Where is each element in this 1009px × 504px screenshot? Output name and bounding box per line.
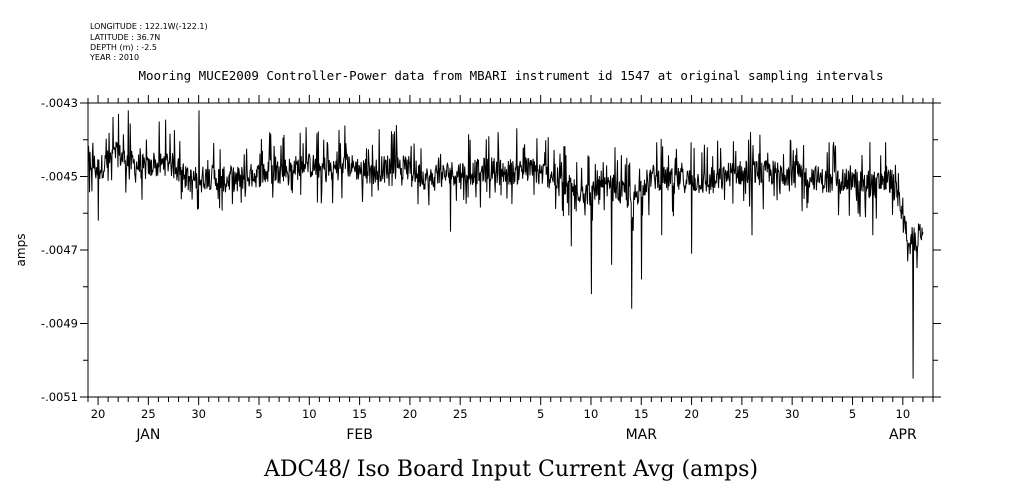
x-day-label: 10	[896, 407, 911, 421]
meta-latitude: LATITUDE : 36.7N	[90, 33, 160, 42]
x-day-label: 5	[537, 407, 544, 421]
x-day-label: 30	[191, 407, 206, 421]
y-axis-label: amps	[14, 234, 28, 267]
x-day-label: 15	[352, 407, 367, 421]
y-tick-label: -.0049	[41, 317, 78, 331]
x-day-label: 25	[453, 407, 468, 421]
x-day-label: 15	[634, 407, 649, 421]
x-month-label: FEB	[346, 427, 373, 443]
x-month-label: JAN	[135, 427, 160, 443]
chart-title: Mooring MUCE2009 Controller-Power data f…	[138, 68, 883, 83]
meta-depth: DEPTH (m) : -2.5	[90, 43, 157, 52]
x-day-label: 25	[141, 407, 156, 421]
x-day-label: 20	[403, 407, 418, 421]
x-day-label: 5	[255, 407, 262, 421]
x-day-label: 30	[785, 407, 800, 421]
x-day-label: 5	[849, 407, 856, 421]
x-axis: 20 25 30 5 10 15 20 25 5 10 15 20 25 30 5 10 JAN FEB MAR AP…	[87, 95, 934, 443]
x-day-label: 10	[584, 407, 599, 421]
y-tick-label: -.0045	[41, 170, 78, 184]
location-metadata: LONGITUDE : 122.1W(-122.1) LATITUDE : 36…	[89, 22, 208, 62]
meta-longitude: LONGITUDE : 122.1W(-122.1)	[90, 22, 208, 31]
x-month-label: APR	[889, 427, 917, 443]
y-tick-label: -.0043	[41, 96, 78, 110]
y-tick-label: -.0047	[41, 243, 78, 257]
plot-frame	[87, 102, 934, 398]
x-day-label: 10	[302, 407, 317, 421]
x-day-label: 25	[735, 407, 750, 421]
series-line	[87, 110, 924, 379]
x-day-label: 20	[684, 407, 699, 421]
y-tick-label: -.0051	[41, 390, 78, 404]
meta-year: YEAR : 2010	[89, 53, 139, 62]
x-month-label: MAR	[626, 427, 658, 443]
y-axis: -.0043 -.0045 -.0047 -.0049 -.0051	[41, 96, 941, 404]
x-day-label: 20	[91, 407, 106, 421]
x-axis-title: ADC48/ Iso Board Input Current Avg (amps…	[263, 457, 758, 482]
